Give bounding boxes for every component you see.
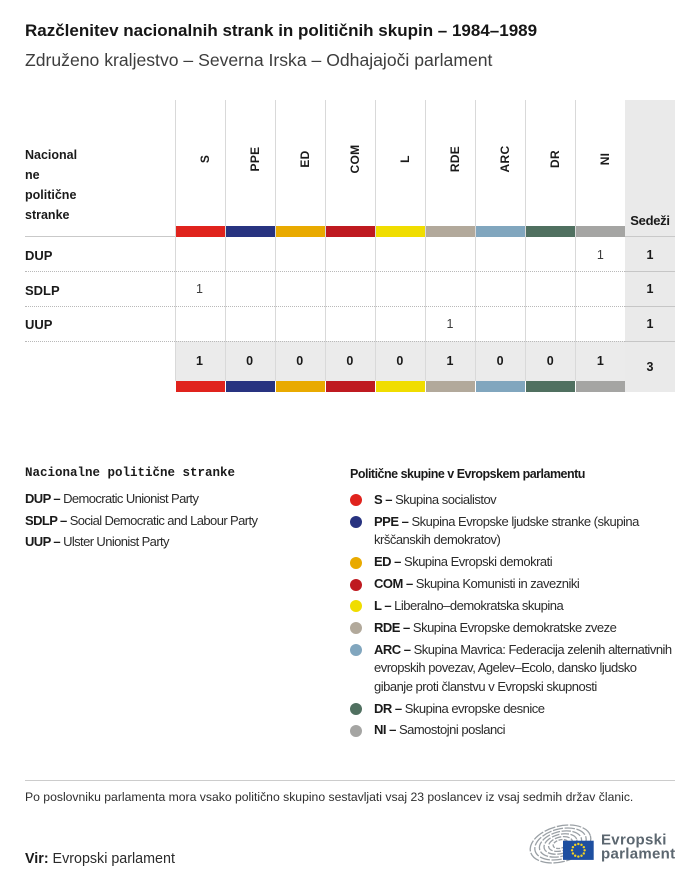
svg-text:Evropski: Evropski	[601, 831, 667, 848]
svg-text:parlament: parlament	[601, 845, 675, 862]
